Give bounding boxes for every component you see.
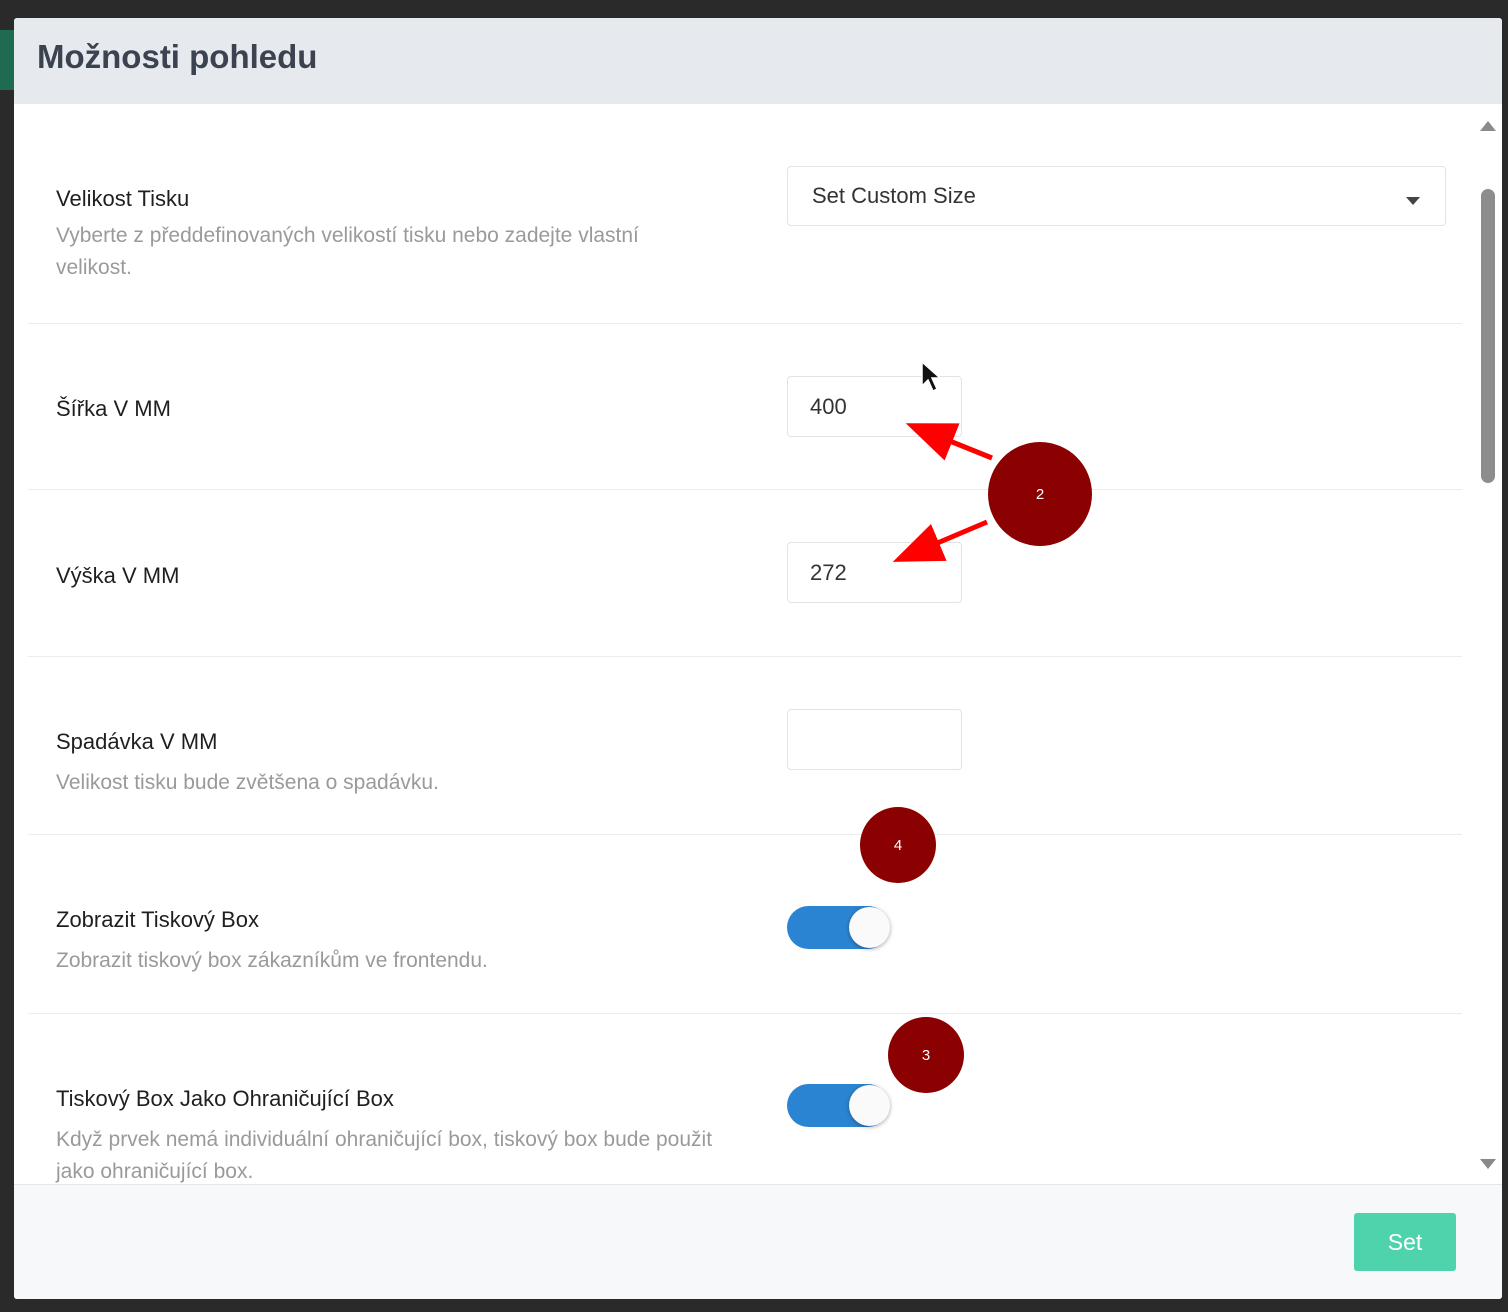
divider bbox=[28, 834, 1462, 835]
height-label: Výška V MM bbox=[56, 563, 180, 588]
dialog-title: Možnosti pohledu bbox=[37, 38, 318, 75]
setting-row-print-box-as-bounding: Tiskový Box Jako Ohraničující Box Když p… bbox=[28, 1014, 1462, 1184]
view-options-dialog: Možnosti pohledu Velikost Tisku Vyberte … bbox=[14, 18, 1502, 1299]
print-box-bounding-description: Když prvek nemá individuální ohraničujíc… bbox=[56, 1128, 713, 1183]
show-print-box-toggle[interactable] bbox=[787, 906, 890, 949]
scroll-down-arrow-icon[interactable] bbox=[1480, 1159, 1496, 1169]
setting-row-print-size: Velikost Tisku Vyberte z předdefinovanýc… bbox=[28, 104, 1462, 323]
width-input[interactable] bbox=[787, 376, 962, 437]
print-size-select[interactable]: Set Custom Size bbox=[787, 166, 1446, 226]
dialog-header: Možnosti pohledu bbox=[14, 18, 1502, 104]
print-size-description: Vyberte z předdefinovaných velikostí tis… bbox=[56, 224, 639, 279]
setting-row-show-print-box: Zobrazit Tiskový Box Zobrazit tiskový bo… bbox=[28, 835, 1462, 1013]
setting-row-bleed: Spadávka V MM Velikost tisku bude zvětše… bbox=[28, 657, 1462, 834]
toggle-knob bbox=[849, 907, 890, 948]
print-size-label: Velikost Tisku bbox=[56, 186, 190, 211]
dialog-footer: Set bbox=[14, 1184, 1502, 1299]
divider bbox=[28, 489, 1462, 490]
scrollbar-thumb[interactable] bbox=[1481, 189, 1495, 483]
width-label: Šířka V MM bbox=[56, 396, 171, 421]
setting-row-width: Šířka V MM bbox=[28, 324, 1462, 489]
vertical-scrollbar[interactable] bbox=[1474, 104, 1502, 1184]
set-button[interactable]: Set bbox=[1354, 1213, 1456, 1271]
print-size-selected-value: Set Custom Size bbox=[812, 183, 976, 208]
background-page-strip bbox=[0, 30, 14, 90]
divider bbox=[28, 1013, 1462, 1014]
show-print-box-description: Zobrazit tiskový box zákazníkům ve front… bbox=[56, 949, 488, 972]
show-print-box-label: Zobrazit Tiskový Box bbox=[56, 907, 259, 932]
dialog-body[interactable]: Velikost Tisku Vyberte z předdefinovanýc… bbox=[14, 104, 1502, 1184]
divider bbox=[28, 656, 1462, 657]
print-box-bounding-label: Tiskový Box Jako Ohraničující Box bbox=[56, 1086, 394, 1111]
setting-row-height: Výška V MM bbox=[28, 490, 1462, 656]
scroll-up-arrow-icon[interactable] bbox=[1480, 121, 1496, 131]
bleed-input[interactable] bbox=[787, 709, 962, 770]
bleed-label: Spadávka V MM bbox=[56, 729, 218, 754]
chevron-down-icon bbox=[1406, 197, 1420, 205]
toggle-knob bbox=[849, 1085, 890, 1126]
height-input[interactable] bbox=[787, 542, 962, 603]
print-box-bounding-toggle[interactable] bbox=[787, 1084, 890, 1127]
divider bbox=[28, 323, 1462, 324]
bleed-description: Velikost tisku bude zvětšena o spadávku. bbox=[56, 771, 439, 794]
